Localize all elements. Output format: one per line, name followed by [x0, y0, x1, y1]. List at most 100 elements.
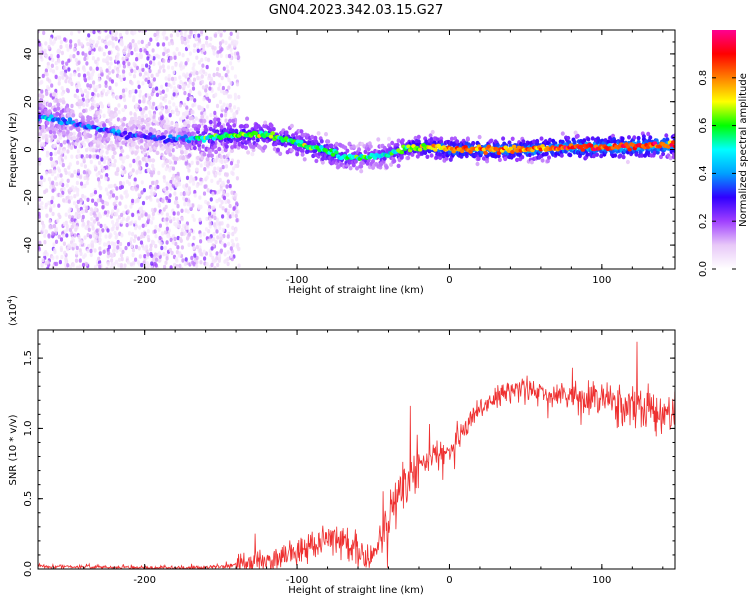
spectrogram-noise-cell: [195, 71, 198, 75]
spectrogram-halo-cell: [231, 119, 235, 123]
spectrogram-noise-cell: [215, 199, 218, 203]
spectrogram-noise-cell: [192, 62, 195, 66]
spectrogram-noise-cell: [53, 224, 56, 228]
spectrogram-noise-cell: [104, 177, 107, 181]
spectrogram-noise-cell: [229, 184, 232, 188]
spectrogram-noise-cell: [50, 200, 53, 204]
spectrogram-noise-cell: [176, 245, 179, 249]
spectrogram-noise-cell: [51, 256, 54, 260]
spectrogram-noise-cell: [213, 222, 216, 226]
spectrogram-noise-cell: [199, 233, 202, 237]
spectrogram-noise-cell: [56, 255, 59, 259]
spectrogram-halo-cell: [120, 149, 124, 153]
spectrogram-noise-cell: [100, 157, 103, 161]
spectrogram-noise-cell: [188, 35, 191, 39]
spectrogram-noise-cell: [210, 263, 213, 267]
spectrogram-noise-cell: [101, 73, 104, 77]
spectrogram-noise-cell: [156, 185, 159, 189]
spectrogram-noise-cell: [43, 178, 46, 182]
spectrogram-noise-cell: [211, 192, 214, 196]
spectrogram-y-tick-label: -20: [23, 189, 34, 205]
spectrogram-halo-cell: [181, 115, 185, 119]
spectrogram-halo-cell: [560, 153, 564, 157]
spectrogram-noise-cell: [98, 265, 101, 269]
spectrogram-noise-cell: [83, 170, 86, 174]
spectrogram-noise-cell: [203, 232, 206, 236]
spectrogram-noise-cell: [54, 176, 57, 180]
spectrogram-halo-cell: [164, 130, 168, 134]
spectrogram-noise-cell: [82, 222, 85, 226]
spectrogram-noise-cell: [74, 43, 77, 47]
spectrogram-noise-cell: [121, 170, 124, 174]
spectrogram-halo-cell: [159, 111, 163, 115]
spectrogram-noise-cell: [205, 184, 208, 188]
spectrogram-noise-cell: [66, 48, 69, 52]
spectrogram-noise-cell: [144, 106, 147, 110]
spectrogram-halo-cell: [397, 164, 401, 168]
spectrogram-noise-cell: [151, 216, 154, 220]
spectrogram-noise-cell: [149, 197, 152, 201]
spectrogram-halo-cell: [498, 158, 502, 162]
spectrogram-noise-cell: [57, 204, 60, 208]
spectrogram-noise-cell: [96, 67, 99, 71]
spectrogram-noise-cell: [206, 175, 209, 179]
spectrogram-noise-cell: [89, 234, 92, 238]
spectrogram-noise-cell: [168, 168, 171, 172]
spectrogram-noise-cell: [166, 182, 169, 186]
spectrogram-noise-cell: [224, 41, 227, 45]
spectrogram-noise-cell: [69, 73, 72, 77]
spectrogram-noise-cell: [138, 166, 141, 170]
spectrogram-noise-cell: [154, 244, 157, 248]
spectrogram-noise-cell: [97, 57, 100, 61]
spectrogram-noise-cell: [42, 142, 45, 146]
spectrogram-noise-cell: [175, 108, 178, 112]
spectrogram-halo-cell: [77, 128, 81, 132]
spectrogram-noise-cell: [97, 257, 100, 261]
spectrogram-noise-cell: [104, 41, 107, 45]
spectrogram-noise-cell: [195, 56, 198, 60]
spectrogram-noise-cell: [198, 39, 201, 43]
spectrogram-noise-cell: [129, 45, 132, 49]
spectrogram-noise-cell: [186, 176, 189, 180]
spectrogram-halo-cell: [176, 112, 180, 116]
spectrogram-halo-cell: [547, 155, 551, 159]
spectrogram-halo-cell: [165, 159, 169, 163]
spectrogram-halo-cell: [586, 137, 590, 141]
spectrogram-noise-cell: [161, 107, 164, 111]
spectrogram-noise-cell: [142, 99, 145, 103]
spectrogram-noise-cell: [112, 249, 115, 253]
spectrogram-noise-cell: [57, 138, 60, 142]
spectrogram-noise-cell: [184, 231, 187, 235]
spectrogram-halo-cell: [561, 131, 565, 135]
spectrogram-noise-cell: [192, 236, 195, 240]
spectrogram-noise-cell: [58, 81, 61, 85]
spectrogram-halo-cell: [112, 147, 116, 151]
spectrogram-noise-cell: [186, 190, 189, 194]
spectrogram-noise-cell: [51, 231, 54, 235]
spectrogram-noise-cell: [147, 229, 150, 233]
spectrogram-noise-cell: [187, 209, 190, 213]
spectrogram-noise-cell: [165, 196, 168, 200]
spectrogram-noise-cell: [125, 55, 128, 59]
spectrogram-noise-cell: [162, 64, 165, 68]
spectrogram-noise-cell: [146, 56, 149, 60]
spectrogram-noise-cell: [221, 182, 224, 186]
spectrogram-noise-cell: [202, 48, 205, 52]
spectrogram-noise-cell: [213, 266, 216, 270]
spectrogram-halo-cell: [626, 160, 630, 164]
spectrogram-noise-cell: [216, 104, 219, 108]
spectrogram-noise-cell: [232, 166, 235, 170]
spectrogram-halo-cell: [121, 108, 125, 112]
spectrogram-noise-cell: [131, 213, 134, 217]
spectrogram-noise-cell: [105, 187, 108, 191]
spectrogram-noise-cell: [223, 259, 226, 263]
spectrogram-noise-cell: [176, 31, 179, 35]
spectrogram-noise-cell: [162, 90, 165, 94]
spectrogram-noise-cell: [99, 230, 102, 234]
spectrogram-noise-cell: [207, 201, 210, 205]
spectrogram-noise-cell: [49, 208, 52, 212]
spectrogram-noise-cell: [84, 235, 87, 239]
spectrogram-noise-cell: [152, 48, 155, 52]
spectrogram-halo-cell: [134, 151, 138, 155]
spectrogram-halo-cell: [52, 92, 56, 96]
